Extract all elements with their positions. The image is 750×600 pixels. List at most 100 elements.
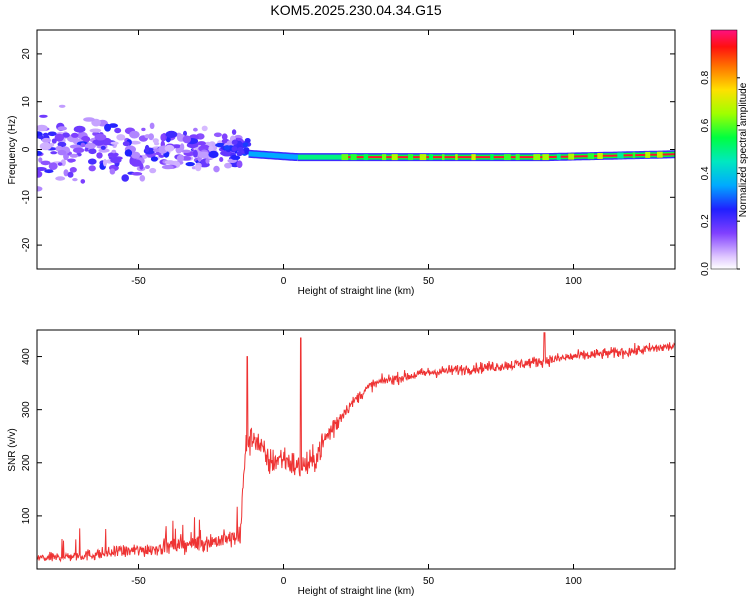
noise-blob	[67, 158, 76, 163]
noise-blob	[54, 133, 64, 142]
noise-blob	[62, 132, 70, 138]
noise-blob	[109, 168, 116, 175]
x-tick-label: -50	[131, 576, 146, 587]
noise-blob	[164, 144, 175, 152]
signal-speckle	[542, 154, 549, 161]
signal-speckle	[568, 153, 575, 160]
spectrogram-marks	[37, 104, 675, 192]
y-tick-label: 200	[21, 454, 32, 471]
snr-xlabel: Height of straight line (km)	[298, 586, 415, 597]
noise-blob	[83, 117, 95, 122]
noise-blob	[131, 151, 141, 159]
colorbar-label: Normalized spectral amplitude	[738, 82, 749, 217]
noise-blob	[197, 141, 206, 146]
signal-speckle	[490, 154, 494, 161]
y-tick-label: 10	[21, 96, 32, 108]
noise-blob	[41, 137, 52, 143]
y-tick-label: 0	[21, 146, 32, 152]
noise-blob	[176, 154, 184, 162]
noise-blob	[67, 171, 74, 178]
noise-blob	[72, 147, 85, 154]
y-tick-label: 100	[21, 507, 32, 524]
noise-blob	[149, 167, 157, 174]
noise-blob	[37, 150, 42, 156]
noise-blob	[165, 130, 178, 138]
chart-title: KOM5.2025.230.04.34.G15	[270, 2, 441, 18]
colorbar-tick-label: 0.0	[700, 262, 711, 276]
y-tick-label: 20	[21, 48, 32, 60]
signal-speckle	[617, 152, 624, 159]
noise-blob	[231, 146, 238, 152]
colorbar-tick-label: 0.6	[700, 118, 711, 132]
colorbar-tick-label: 0.8	[700, 70, 711, 84]
noise-blob	[38, 157, 43, 163]
noise-blob	[161, 164, 174, 170]
signal-speckle	[471, 154, 476, 161]
signal-speckle	[597, 153, 603, 159]
noise-blob	[100, 145, 106, 150]
noise-blob	[201, 125, 208, 132]
colorbar-tick-label: 0.2	[700, 214, 711, 228]
noise-blob	[42, 132, 49, 137]
noise-blob	[48, 162, 58, 170]
noise-blob	[139, 175, 146, 182]
noise-blob	[242, 142, 249, 148]
signal-speckle	[645, 151, 651, 158]
noise-blob	[198, 151, 210, 159]
noise-blob	[193, 127, 198, 132]
signal-speckle	[442, 154, 445, 161]
snr-frame	[36, 329, 676, 570]
noise-blob	[131, 172, 143, 176]
noise-blob	[55, 176, 66, 181]
snr-marks	[37, 332, 675, 563]
colorbar: 0.0 0.2 0.4 0.6 0.8 Normalized spectral ampl…	[700, 29, 749, 276]
noise-blob	[236, 160, 243, 168]
noise-blob	[231, 154, 237, 160]
noise-blob	[149, 122, 155, 129]
signal-speckle	[408, 154, 414, 161]
spectrogram-ylabel: Frequency (Hz)	[7, 116, 18, 185]
noise-blob	[129, 130, 140, 139]
noise-blob	[80, 142, 86, 148]
noise-blob	[219, 157, 224, 162]
y-tick-label: 300	[21, 401, 32, 418]
signal-speckle	[419, 154, 427, 161]
signal-speckle	[504, 154, 511, 161]
x-tick-label: 50	[423, 576, 435, 587]
y-tick-label: -20	[21, 237, 32, 252]
noise-blob	[88, 165, 96, 172]
noise-blob	[200, 144, 210, 149]
noise-blob	[98, 148, 110, 153]
noise-blob	[57, 162, 63, 166]
noise-blob	[40, 160, 51, 166]
noise-blob	[69, 153, 79, 158]
x-tick-label: 100	[565, 276, 582, 287]
noise-blob	[160, 133, 166, 142]
noise-blob	[150, 156, 158, 162]
noise-blob	[221, 151, 233, 157]
noise-blob	[114, 127, 122, 134]
colorbar-gradient	[710, 29, 738, 270]
noise-blob	[144, 144, 150, 153]
noise-blob	[107, 152, 119, 158]
spectrogram-panel: -50 0 50 100 -20 -10 0 10 20 Height of straight …	[7, 29, 676, 297]
signal-speckle	[350, 154, 357, 161]
noise-blob	[51, 138, 57, 144]
noise-blob	[165, 136, 171, 143]
noise-blob	[130, 159, 142, 167]
noise-blob	[92, 139, 105, 146]
noise-blob	[37, 167, 47, 171]
noise-blob	[164, 160, 175, 165]
noise-blob	[129, 140, 141, 145]
noise-blob	[231, 129, 237, 135]
y-tick-label: -10	[21, 190, 32, 205]
noise-blob	[37, 135, 45, 140]
snr-series-line	[37, 332, 675, 563]
noise-blob	[71, 132, 79, 138]
noise-blob	[182, 135, 191, 144]
noise-blob	[37, 170, 43, 178]
noise-blob	[96, 152, 103, 159]
snr-ylabel: SNR (v/v)	[7, 428, 18, 471]
x-tick-label: -50	[131, 276, 146, 287]
